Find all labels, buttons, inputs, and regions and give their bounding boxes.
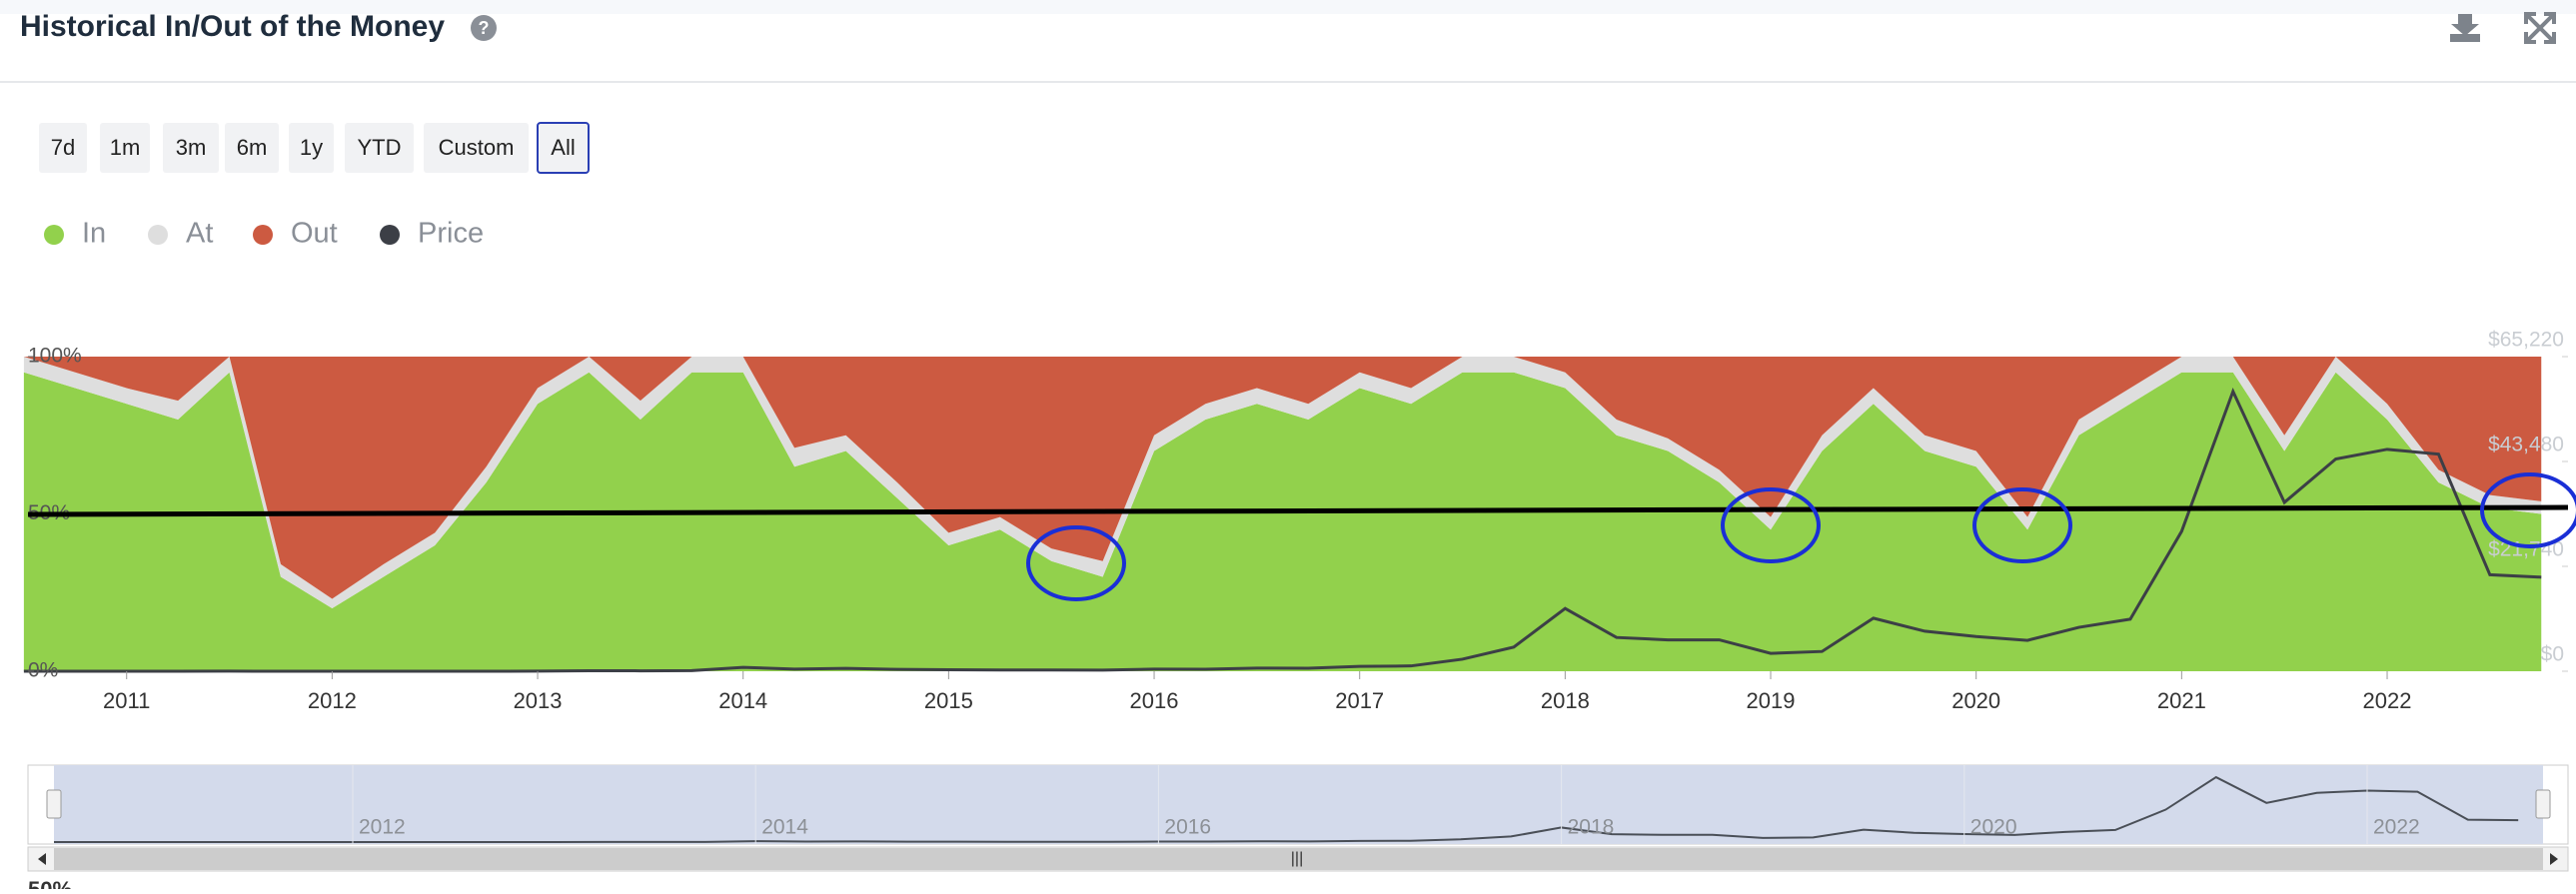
- x-tick-label: 2017: [1335, 688, 1384, 713]
- legend-label[interactable]: Out: [291, 218, 338, 250]
- range-button[interactable]: [163, 123, 219, 173]
- navigator-handle[interactable]: [2535, 789, 2551, 819]
- x-tick-label: 2021: [2157, 688, 2206, 713]
- chart-title: Historical In/Out of the Money: [20, 10, 445, 43]
- navigator-line: [54, 775, 2519, 843]
- range-button[interactable]: [100, 123, 150, 173]
- x-tick-label: 2022: [2363, 688, 2412, 713]
- legend-marker[interactable]: [148, 225, 168, 245]
- range-button[interactable]: [345, 123, 414, 173]
- legend-label[interactable]: Price: [418, 218, 484, 250]
- area: [23, 357, 2542, 599]
- navigator-tick-label: 2016: [1164, 816, 1211, 839]
- annotation-circles: [1026, 472, 2576, 601]
- x-tick-label: 2012: [308, 688, 357, 713]
- x-tick-label: 2020: [1951, 688, 2000, 713]
- help-icon[interactable]: ?: [471, 15, 497, 41]
- legend-label[interactable]: At: [186, 218, 213, 250]
- expand-icon[interactable]: [2524, 12, 2556, 44]
- range-button-label[interactable]: All: [551, 135, 575, 160]
- range-button[interactable]: [537, 122, 590, 174]
- range-button-label[interactable]: 6m: [237, 135, 268, 160]
- top-strip: [0, 0, 2576, 14]
- x-tick-label: 2014: [718, 688, 767, 713]
- x-tick-label: 2013: [514, 688, 563, 713]
- area: [23, 372, 2542, 671]
- download-icon[interactable]: [2450, 14, 2480, 42]
- range-button[interactable]: [289, 123, 334, 173]
- navigator-tick-label: 2018: [1568, 816, 1615, 839]
- navigator-footer: 50%: [28, 877, 72, 889]
- x-tick-label: 2011: [103, 688, 150, 713]
- x-tick-label: 2015: [924, 688, 973, 713]
- scrollbar-thumb[interactable]: [54, 848, 2543, 870]
- range-button-label[interactable]: 7d: [51, 135, 75, 160]
- range-button[interactable]: [39, 123, 87, 173]
- navigator-tick-label: 2012: [359, 816, 406, 839]
- scrollbar-grip: |||: [1291, 850, 1303, 867]
- y2-tick-label: $43,480: [2488, 434, 2564, 456]
- range-button[interactable]: [424, 123, 529, 173]
- legend-marker[interactable]: [44, 225, 64, 245]
- x-tick-label: 2019: [1747, 688, 1796, 713]
- legend-marker[interactable]: [253, 225, 273, 245]
- legend-label[interactable]: In: [82, 218, 106, 250]
- navigator-tick-label: 2014: [761, 816, 808, 839]
- legend-marker[interactable]: [380, 225, 400, 245]
- trend-line: [27, 504, 2569, 517]
- x-tick-label: 2018: [1541, 688, 1590, 713]
- y-tick-label: 100%: [28, 345, 82, 368]
- y-tick-label: 0%: [28, 659, 58, 682]
- x-tick-label: 2016: [1130, 688, 1179, 713]
- range-button-label[interactable]: 1m: [110, 135, 141, 160]
- range-button-label[interactable]: YTD: [358, 135, 402, 160]
- navigator-tick-label: 2022: [2373, 816, 2420, 839]
- range-button-label[interactable]: Custom: [439, 135, 515, 160]
- area: [23, 357, 2542, 608]
- range-button[interactable]: [225, 123, 279, 173]
- navigator-handle[interactable]: [46, 789, 62, 819]
- navigator-tick-label: 2020: [1970, 816, 2017, 839]
- price-line: [23, 387, 2542, 673]
- scroll-right[interactable]: [2550, 853, 2558, 865]
- range-button-label[interactable]: 3m: [176, 135, 207, 160]
- scroll-left[interactable]: [38, 853, 46, 865]
- range-button-label[interactable]: 1y: [300, 135, 323, 160]
- navigator-mask: [54, 765, 2543, 844]
- svg-text:?: ?: [479, 18, 490, 38]
- y2-tick-label: $65,220: [2488, 329, 2564, 352]
- y2-tick-label: $0: [2541, 643, 2564, 666]
